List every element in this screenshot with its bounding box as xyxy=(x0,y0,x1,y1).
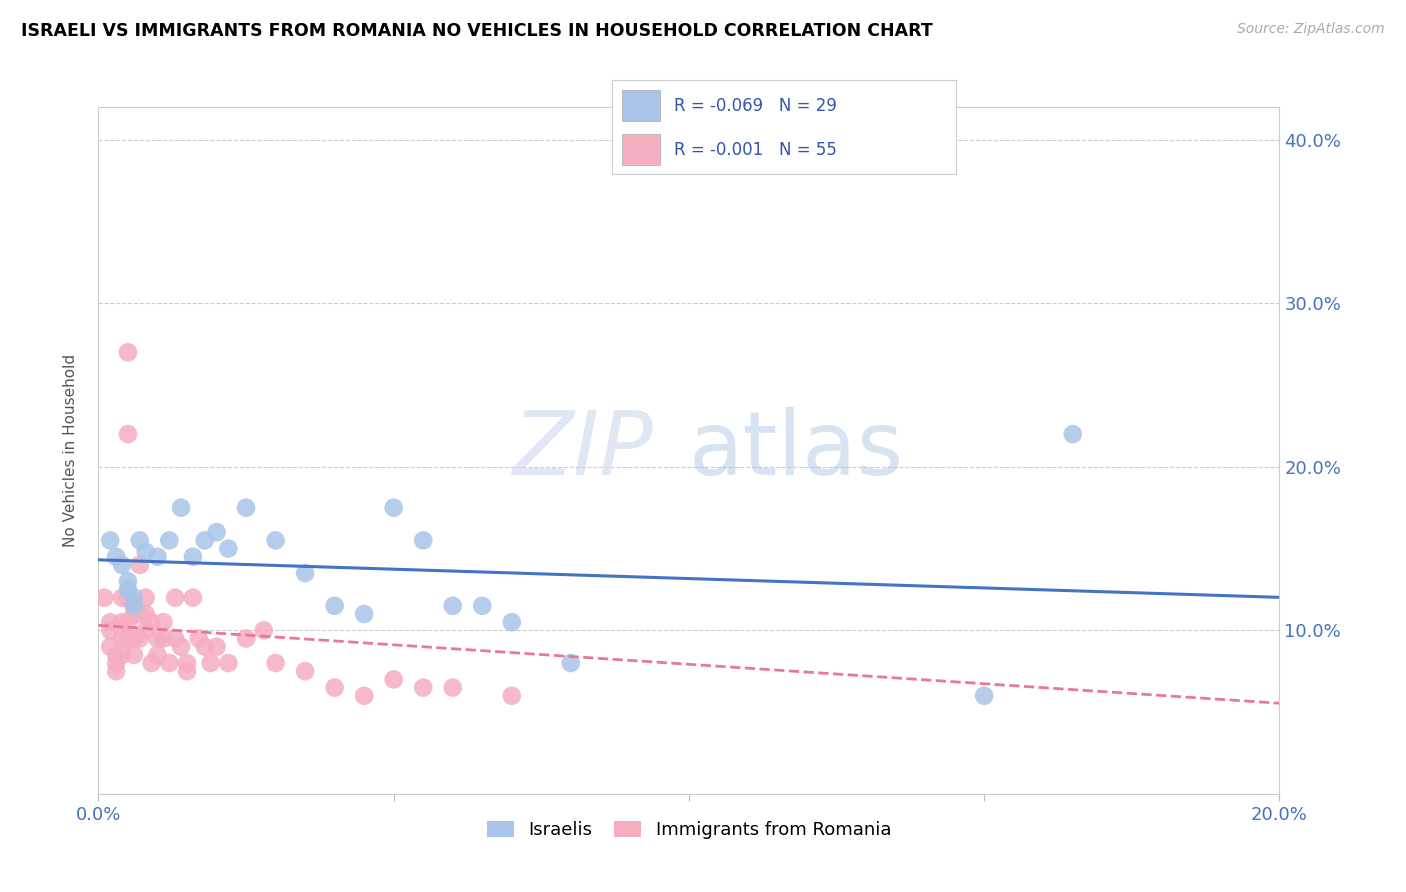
Point xyxy=(117,591,139,605)
Point xyxy=(105,648,128,662)
Point xyxy=(135,607,157,621)
Point xyxy=(353,607,375,621)
Point xyxy=(157,533,180,548)
Text: atlas: atlas xyxy=(689,407,904,494)
Point xyxy=(412,533,434,548)
Point xyxy=(501,689,523,703)
Bar xyxy=(621,89,659,120)
Y-axis label: No Vehicles in Household: No Vehicles in Household xyxy=(63,354,77,547)
Point xyxy=(323,681,346,695)
Point xyxy=(176,656,198,670)
Point xyxy=(98,640,121,654)
Point xyxy=(135,591,157,605)
Point xyxy=(98,615,121,630)
Point xyxy=(382,673,405,687)
Point xyxy=(111,558,134,572)
Point xyxy=(128,558,150,572)
Point xyxy=(117,574,139,589)
Point xyxy=(122,591,145,605)
Legend: Israelis, Immigrants from Romania: Israelis, Immigrants from Romania xyxy=(479,814,898,847)
Point xyxy=(412,681,434,695)
Point xyxy=(353,689,375,703)
Point xyxy=(200,656,222,670)
Point xyxy=(128,632,150,646)
Point xyxy=(146,648,169,662)
Text: Source: ZipAtlas.com: Source: ZipAtlas.com xyxy=(1237,22,1385,37)
Point xyxy=(235,632,257,646)
Point xyxy=(117,345,139,359)
Point xyxy=(501,615,523,630)
Point xyxy=(128,607,150,621)
Point xyxy=(382,500,405,515)
Point xyxy=(187,632,209,646)
Point xyxy=(111,648,134,662)
Point xyxy=(264,656,287,670)
Point xyxy=(111,615,134,630)
Point xyxy=(122,599,145,613)
Point xyxy=(294,664,316,679)
Point xyxy=(294,566,316,580)
Point xyxy=(122,607,145,621)
Point xyxy=(253,624,276,638)
Text: ZIP: ZIP xyxy=(513,408,654,493)
Point xyxy=(181,591,204,605)
Point xyxy=(157,656,180,670)
Point xyxy=(98,533,121,548)
Point xyxy=(111,632,134,646)
Point xyxy=(973,689,995,703)
Point xyxy=(105,656,128,670)
Point xyxy=(205,640,228,654)
Point xyxy=(170,500,193,515)
Point xyxy=(122,599,145,613)
Point xyxy=(323,599,346,613)
Point xyxy=(194,640,217,654)
Point xyxy=(165,632,187,646)
Point xyxy=(441,681,464,695)
Point xyxy=(111,591,134,605)
Point xyxy=(152,632,174,646)
Point xyxy=(170,640,193,654)
Point xyxy=(217,541,239,556)
Point xyxy=(152,615,174,630)
Bar xyxy=(621,134,659,164)
Point xyxy=(117,427,139,442)
Point xyxy=(441,599,464,613)
Point xyxy=(146,549,169,564)
Point xyxy=(560,656,582,670)
Point xyxy=(135,545,157,559)
Point xyxy=(471,599,494,613)
Point xyxy=(205,525,228,540)
Point xyxy=(141,656,163,670)
Point xyxy=(117,632,139,646)
Point xyxy=(141,615,163,630)
Point xyxy=(176,664,198,679)
Point xyxy=(105,549,128,564)
Point xyxy=(122,648,145,662)
Point xyxy=(98,624,121,638)
Point xyxy=(264,533,287,548)
Point xyxy=(105,664,128,679)
Point xyxy=(117,615,139,630)
Point xyxy=(1062,427,1084,442)
Point xyxy=(165,591,187,605)
Point xyxy=(122,632,145,646)
Point xyxy=(135,624,157,638)
Point xyxy=(93,591,115,605)
Point xyxy=(194,533,217,548)
Text: R = -0.001   N = 55: R = -0.001 N = 55 xyxy=(673,141,837,159)
Point xyxy=(217,656,239,670)
Point xyxy=(117,582,139,597)
Text: R = -0.069   N = 29: R = -0.069 N = 29 xyxy=(673,96,837,114)
Text: ISRAELI VS IMMIGRANTS FROM ROMANIA NO VEHICLES IN HOUSEHOLD CORRELATION CHART: ISRAELI VS IMMIGRANTS FROM ROMANIA NO VE… xyxy=(21,22,932,40)
Point xyxy=(235,500,257,515)
Point xyxy=(128,533,150,548)
Point xyxy=(181,549,204,564)
Point xyxy=(146,632,169,646)
